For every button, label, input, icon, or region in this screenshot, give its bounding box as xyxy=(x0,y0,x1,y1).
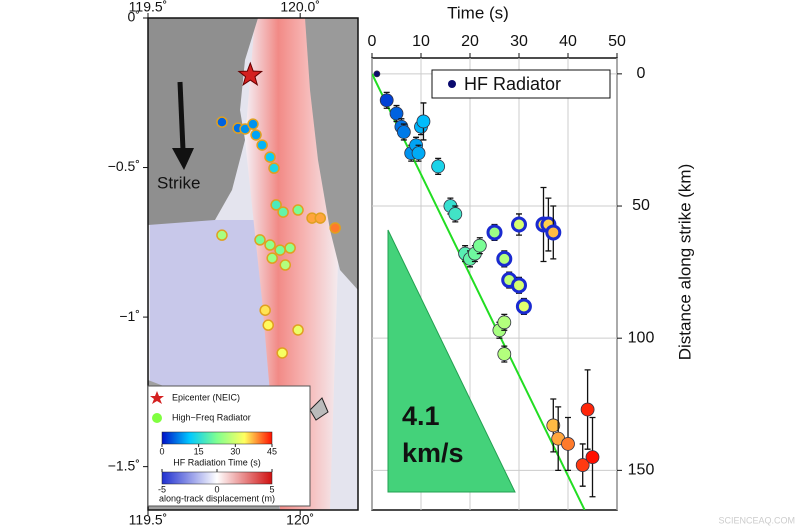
colorbar-tick-label: 0 xyxy=(214,484,219,494)
strike-label: Strike xyxy=(157,173,200,192)
land-west xyxy=(148,18,258,225)
slope-triangle xyxy=(387,229,516,493)
map-legend xyxy=(147,385,311,507)
legend-star xyxy=(150,391,164,404)
hf-radiator xyxy=(396,125,411,139)
map-radiator xyxy=(292,204,304,216)
hf-radiator xyxy=(585,450,600,465)
colorbar-tick-label: 0 xyxy=(159,446,164,456)
map-lon-label: 120.0˚ xyxy=(280,0,320,15)
legend-radiator xyxy=(152,413,162,423)
hf-radiator xyxy=(431,159,446,174)
hf-radiator xyxy=(580,402,595,417)
hf-radiator xyxy=(545,224,562,241)
legend-epicenter: Epicenter (NEIC) xyxy=(172,392,240,402)
colorbar-tick-label: 30 xyxy=(230,446,240,456)
map-lat-label: −1.5˚ xyxy=(108,457,140,473)
map-radiator xyxy=(279,259,292,271)
map-frame xyxy=(147,17,359,511)
legend-marker xyxy=(448,80,456,88)
x-tick-label: 30 xyxy=(510,33,528,50)
colorbar-tick-label: -5 xyxy=(158,484,166,494)
watermark: SCIENCEAQ.COM xyxy=(718,515,795,525)
hf-radiator xyxy=(448,207,463,221)
hf-radiator xyxy=(496,250,513,267)
hf-radiator xyxy=(472,238,487,253)
island xyxy=(309,397,329,421)
map-radiator xyxy=(292,324,304,336)
hf-radiator xyxy=(411,146,426,161)
hf-radiator xyxy=(373,70,381,78)
chart-marks xyxy=(371,58,618,510)
colorbar-tick-label: 5 xyxy=(269,484,274,494)
map-lon-label: 120˚ xyxy=(286,512,314,528)
colorbar-disp xyxy=(161,471,273,485)
legend-radiator-label: High−Freq Radiator xyxy=(172,412,251,422)
strike-arrow xyxy=(177,81,186,151)
hf-radiator xyxy=(511,277,527,294)
map-radiator xyxy=(314,212,327,224)
map-lon-label: 119.5˚ xyxy=(129,0,168,15)
land-east xyxy=(305,18,358,290)
map-radiator xyxy=(254,234,266,246)
fit-line xyxy=(372,73,586,510)
y-tick-label: 150 xyxy=(628,462,655,479)
strike-arrowhead xyxy=(172,148,194,170)
x-tick-label: 40 xyxy=(559,33,577,50)
map-radiator xyxy=(284,242,296,254)
hf-radiator xyxy=(389,106,404,121)
hf-radiator xyxy=(515,298,532,315)
map-radiator xyxy=(216,116,228,128)
plot-clip xyxy=(372,70,600,510)
map-radiator xyxy=(256,139,268,151)
map-lat-label: 0˚ xyxy=(128,9,140,25)
epicenter xyxy=(237,61,264,86)
map-radiator xyxy=(274,244,286,256)
map-lat-label: −1˚ xyxy=(119,308,140,324)
y-axis-label: Distance along strike (km) xyxy=(675,164,694,361)
hf-radiator xyxy=(497,315,512,330)
colorbar-disp-label: along-track displacement (m) xyxy=(159,493,275,503)
map-radiator xyxy=(259,304,271,316)
map-radiator xyxy=(247,118,259,130)
annotation-unit: km/s xyxy=(402,438,464,468)
x-tick-label: 20 xyxy=(461,33,479,50)
colorbar-time-label: HF Radiation Time (s) xyxy=(173,457,261,467)
legend-label: HF Radiator xyxy=(464,74,561,94)
map-radiator xyxy=(266,252,278,264)
legend xyxy=(431,69,611,99)
map-radiator xyxy=(270,199,282,211)
map-radiator xyxy=(277,206,289,218)
map-radiator xyxy=(264,239,276,251)
x-tick-label: 0 xyxy=(368,33,377,50)
hf-radiator xyxy=(379,93,394,108)
hf-radiator xyxy=(511,216,527,233)
y-tick-label: 0 xyxy=(637,65,646,82)
x-tick-label: 50 xyxy=(608,33,626,50)
map-lat-label: −0.5˚ xyxy=(108,158,140,174)
map-radiator xyxy=(216,229,228,241)
hf-radiator xyxy=(416,114,431,129)
map-radiator xyxy=(262,319,274,331)
hf-radiator xyxy=(561,437,575,451)
x-tick-label: 10 xyxy=(412,33,430,50)
y-tick-label: 50 xyxy=(632,197,650,214)
x-axis-label: Time (s) xyxy=(447,3,509,22)
map-radiator xyxy=(276,347,288,359)
map-radiator xyxy=(268,162,280,174)
map-lon-label: 119.5˚ xyxy=(129,512,168,528)
y-tick-label: 100 xyxy=(628,329,655,346)
hf-radiator xyxy=(497,347,512,361)
map-radiator xyxy=(250,129,262,141)
colorbar-tick-label: 45 xyxy=(267,446,277,456)
hf-radiator xyxy=(486,224,503,241)
map-radiator xyxy=(329,222,341,234)
hf-radiator xyxy=(575,458,590,472)
hf-radiator xyxy=(546,418,561,433)
map-radiator xyxy=(264,151,276,163)
colorbar-tick-label: 15 xyxy=(194,446,204,456)
annotation-value: 4.1 xyxy=(402,401,440,431)
colorbar-time xyxy=(161,431,273,445)
